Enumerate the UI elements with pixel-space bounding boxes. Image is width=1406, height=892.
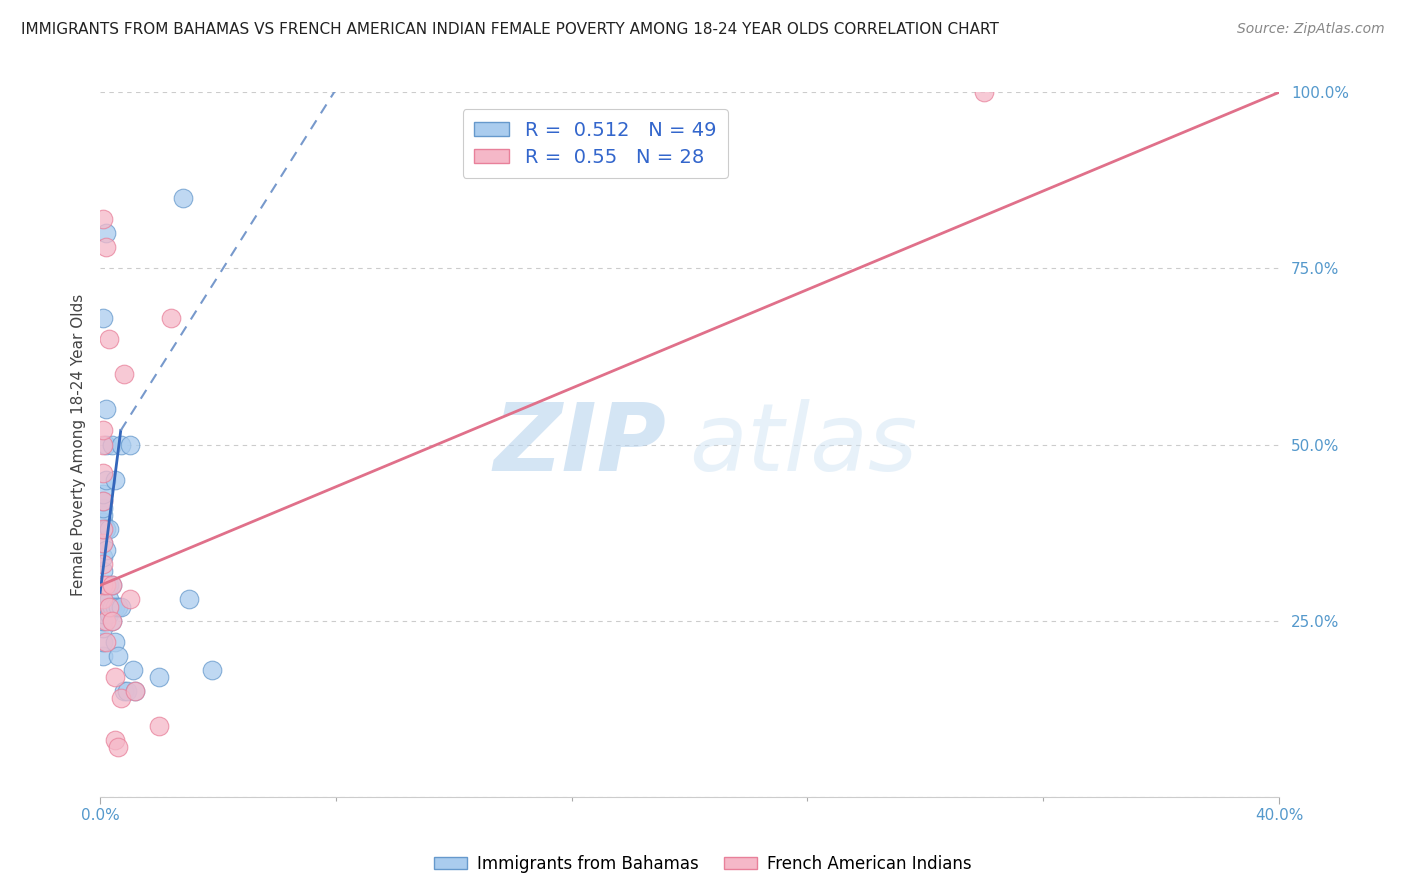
- Point: [104, 599, 127, 614]
- Point: [101, 578, 124, 592]
- Point: [104, 670, 127, 684]
- Point: [91, 648, 114, 663]
- Point: [112, 367, 135, 381]
- Point: [177, 592, 200, 607]
- Point: [98, 607, 121, 621]
- Point: [121, 663, 143, 677]
- Point: [91, 466, 114, 480]
- Point: [91, 522, 114, 536]
- Point: [91, 500, 114, 515]
- Text: IMMIGRANTS FROM BAHAMAS VS FRENCH AMERICAN INDIAN FEMALE POVERTY AMONG 18-24 YEA: IMMIGRANTS FROM BAHAMAS VS FRENCH AMERIC…: [21, 22, 1000, 37]
- Point: [91, 592, 114, 607]
- Point: [104, 634, 127, 648]
- Point: [110, 599, 132, 614]
- Point: [201, 663, 224, 677]
- Point: [101, 437, 124, 451]
- Point: [160, 310, 183, 325]
- Point: [110, 691, 132, 706]
- Point: [101, 578, 124, 592]
- Point: [104, 733, 127, 747]
- Point: [91, 599, 114, 614]
- Point: [107, 648, 129, 663]
- Point: [91, 437, 114, 451]
- Point: [91, 487, 114, 501]
- Point: [91, 578, 114, 592]
- Point: [91, 494, 114, 508]
- Point: [91, 550, 114, 565]
- Point: [91, 634, 114, 648]
- Text: Source: ZipAtlas.com: Source: ZipAtlas.com: [1237, 22, 1385, 37]
- Point: [107, 740, 129, 755]
- Point: [94, 522, 117, 536]
- Point: [91, 212, 114, 227]
- Point: [124, 684, 146, 698]
- Point: [91, 536, 114, 550]
- Point: [91, 592, 114, 607]
- Point: [98, 522, 121, 536]
- Point: [91, 424, 114, 438]
- Point: [110, 437, 132, 451]
- Point: [973, 86, 995, 100]
- Point: [94, 614, 117, 628]
- Point: [91, 564, 114, 578]
- Point: [112, 684, 135, 698]
- Point: [94, 543, 117, 558]
- Point: [118, 592, 141, 607]
- Point: [91, 515, 114, 529]
- Point: [98, 599, 121, 614]
- Point: [91, 536, 114, 550]
- Point: [94, 437, 117, 451]
- Point: [94, 226, 117, 240]
- Text: atlas: atlas: [689, 399, 918, 490]
- Point: [101, 599, 124, 614]
- Point: [172, 191, 194, 205]
- Point: [94, 634, 117, 648]
- Point: [94, 578, 117, 592]
- Point: [101, 614, 124, 628]
- Point: [148, 719, 170, 733]
- Point: [98, 332, 121, 346]
- Point: [91, 558, 114, 572]
- Point: [91, 522, 114, 536]
- Legend: R =  0.512   N = 49, R =  0.55   N = 28: R = 0.512 N = 49, R = 0.55 N = 28: [463, 109, 728, 178]
- Point: [91, 494, 114, 508]
- Point: [91, 578, 114, 592]
- Point: [94, 402, 117, 417]
- Point: [104, 473, 127, 487]
- Y-axis label: Female Poverty Among 18-24 Year Olds: Female Poverty Among 18-24 Year Olds: [72, 293, 86, 596]
- Point: [118, 437, 141, 451]
- Point: [148, 670, 170, 684]
- Point: [91, 607, 114, 621]
- Point: [91, 522, 114, 536]
- Point: [98, 592, 121, 607]
- Point: [107, 599, 129, 614]
- Point: [91, 614, 114, 628]
- Text: ZIP: ZIP: [494, 399, 666, 491]
- Point: [101, 614, 124, 628]
- Point: [91, 508, 114, 522]
- Point: [94, 240, 117, 254]
- Point: [124, 684, 146, 698]
- Point: [98, 578, 121, 592]
- Legend: Immigrants from Bahamas, French American Indians: Immigrants from Bahamas, French American…: [427, 848, 979, 880]
- Point: [115, 684, 138, 698]
- Point: [91, 621, 114, 635]
- Point: [94, 473, 117, 487]
- Point: [91, 310, 114, 325]
